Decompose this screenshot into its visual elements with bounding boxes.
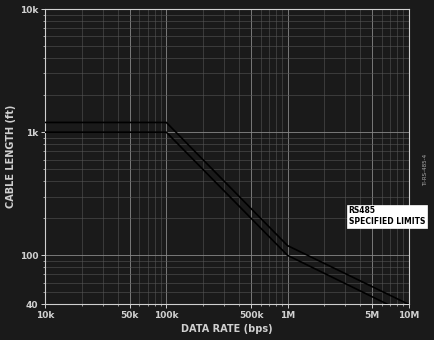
Text: RS485
SPECIFIED LIMITS: RS485 SPECIFIED LIMITS — [348, 206, 424, 226]
X-axis label: DATA RATE (bps): DATA RATE (bps) — [181, 324, 272, 335]
Y-axis label: CABLE LENGTH (ft): CABLE LENGTH (ft) — [6, 105, 16, 208]
Text: TI-RS-485-4: TI-RS-485-4 — [423, 154, 427, 186]
